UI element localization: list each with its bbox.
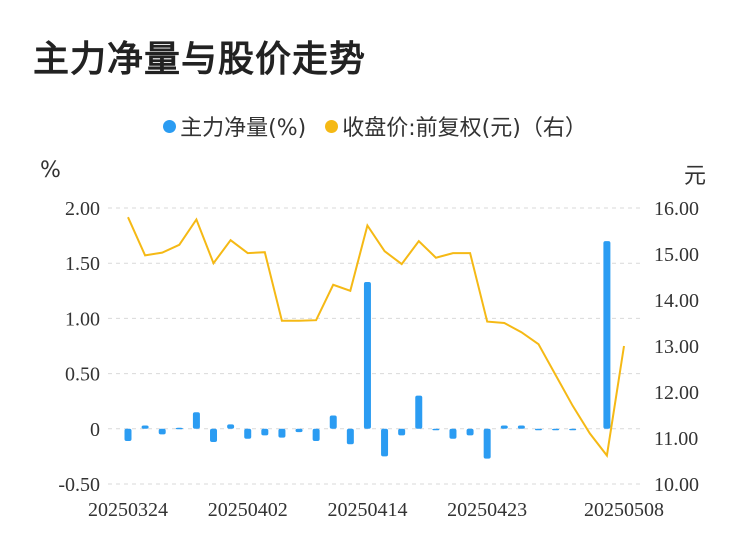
right-axis-ticks: 16.00 15.00 14.00 13.00 12.00 11.00 10.00 — [654, 198, 699, 496]
price-line — [127, 216, 625, 458]
x-tick-label: 20250402 — [208, 499, 288, 521]
x-tick-label: 20250324 — [88, 499, 168, 521]
right-tick-label: 15.00 — [654, 244, 699, 266]
bar — [175, 427, 183, 430]
bar — [500, 425, 508, 429]
left-tick-label: 1.00 — [65, 308, 100, 330]
right-axis-unit: 元 — [684, 164, 707, 189]
left-tick-label: 2.00 — [65, 198, 100, 220]
right-tick-label: 16.00 — [654, 198, 699, 220]
right-tick-label: 14.00 — [654, 290, 699, 312]
bar — [346, 428, 354, 445]
bar — [483, 428, 491, 459]
bar — [363, 281, 371, 429]
grid-lines — [108, 207, 640, 485]
bar — [312, 428, 320, 441]
x-tick-label: 20250508 — [584, 499, 664, 521]
x-axis-ticks: 20250324 20250402 20250414 20250423 20250508 — [88, 499, 664, 521]
bar — [534, 428, 542, 431]
legend-bar-dot-icon — [163, 120, 177, 133]
right-tick-label: 11.00 — [654, 428, 698, 450]
left-axis-unit: % — [40, 158, 61, 183]
bar — [295, 428, 303, 433]
bar — [569, 428, 577, 431]
bar — [552, 428, 560, 431]
left-tick-label: 0.50 — [65, 364, 100, 386]
bar — [192, 412, 200, 429]
x-tick-label: 20250414 — [327, 499, 407, 521]
legend-item-line[interactable]: 收盘价:前复权(元)（右） — [325, 110, 587, 142]
chart-title: 主力净量与股价走势 — [33, 39, 367, 80]
bar — [603, 241, 611, 429]
bar — [466, 428, 474, 436]
legend: 主力净量(%) 收盘价:前复权(元)（右） — [0, 110, 750, 142]
right-tick-label: 10.00 — [654, 474, 699, 496]
x-tick-label: 20250423 — [447, 499, 527, 521]
bar — [278, 428, 286, 438]
bar — [432, 428, 440, 431]
bar — [329, 415, 337, 429]
bar — [381, 428, 389, 457]
legend-line-label: 收盘价:前复权(元)（右） — [342, 116, 587, 141]
bar-series — [124, 241, 611, 459]
left-tick-label: -0.50 — [58, 474, 100, 496]
right-tick-label: 13.00 — [654, 336, 699, 358]
bar — [517, 425, 525, 429]
bar — [158, 428, 166, 435]
bar — [449, 428, 457, 439]
left-tick-label: 0 — [90, 419, 100, 441]
legend-item-bar[interactable]: 主力净量(%) — [163, 110, 306, 142]
bar — [415, 395, 423, 429]
bar — [141, 425, 149, 429]
legend-bar-label: 主力净量(%) — [180, 116, 307, 141]
bar — [244, 428, 252, 439]
right-tick-label: 12.00 — [654, 382, 699, 404]
bar — [210, 428, 218, 443]
left-tick-label: 1.50 — [65, 253, 100, 275]
left-axis-ticks: 2.00 1.50 1.00 0.50 0 -0.50 — [58, 198, 100, 496]
legend-line-dot-icon — [325, 120, 339, 133]
bar — [124, 428, 132, 441]
bar — [227, 424, 235, 429]
bar — [398, 428, 406, 436]
bar — [261, 428, 269, 436]
